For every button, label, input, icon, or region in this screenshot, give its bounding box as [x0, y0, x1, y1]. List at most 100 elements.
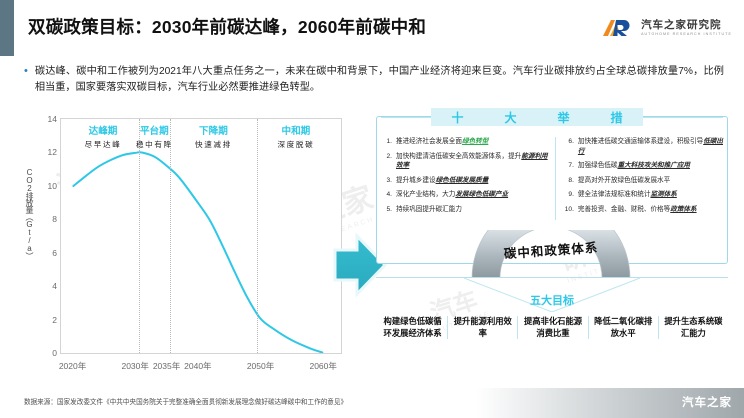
- chart-line-series: [61, 119, 341, 353]
- phase-name: 中和期: [281, 126, 311, 137]
- co2-emission-chart: CO2排放量（Gt/a） 0 2 4 6 8 10 12 14 达峰期 尽早达峰 平台期 稳中有降 下降…: [25, 114, 346, 380]
- chart-phase-label: 达峰期 尽早达峰: [85, 123, 122, 150]
- data-source-note: 数据来源：国家发改委文件《中共中央国务院关于完整准确全面贯彻新发展理念做好碳达峰…: [24, 399, 348, 406]
- goal-item: 提升能源利用效率: [447, 316, 517, 339]
- footer-band: [476, 388, 744, 418]
- goal-item: 构建绿色低碳循环发展经济体系: [383, 316, 442, 338]
- measure-text: 加快构建清洁低碳安全高效能源体系，提升能源利用效率: [396, 152, 548, 170]
- panel-heading-char: 十: [451, 110, 464, 125]
- measure-number: 8.: [568, 176, 574, 184]
- ten-measures-panel: 十 大 举 措 1. 推进经济社会发展全面绿色转型 2. 加快构建清洁低碳安全高效能源体系，…: [376, 108, 728, 264]
- measure-item: 6. 加快推进低碳交通运输体系建设，积极引导低碳出行: [563, 137, 723, 156]
- measure-number: 3.: [386, 176, 393, 184]
- logo-name-en: AUTOHOME RESEARCH INSTITUTE: [641, 31, 732, 36]
- chart-y-tick: 2: [52, 314, 57, 325]
- chart-x-tick: 2030年: [121, 361, 149, 371]
- phase-subtitle: 快速减排: [195, 140, 232, 149]
- logo-name-cn: 汽车之家研究院: [641, 18, 722, 31]
- measure-emphasis: 重大科技攻关和推广应用: [617, 162, 691, 170]
- measure-item: 10. 完善投资、金融、财税、价格等政策体系: [563, 205, 723, 215]
- panel-heading-char: 举: [557, 110, 570, 125]
- measure-text: 深化产业结构，大力发展绿色低碳产业: [396, 191, 509, 199]
- measure-emphasis: 能源利用效率: [396, 152, 548, 170]
- chart-x-tick: 2035年: [152, 361, 181, 371]
- measure-number: 6.: [568, 138, 574, 145]
- brand-logo: 汽车之家研究院 AUTOHOME RESEARCH INSTITUTE: [601, 17, 732, 39]
- chart-plot-area: 0 2 4 6 8 10 12 14 达峰期 尽早达峰 平台期 稳中有降 下降期 快速减排 中和期 深度脱碳: [48, 114, 342, 358]
- phase-name: 下降期: [199, 126, 228, 137]
- measure-number: 7.: [568, 162, 574, 170]
- measure-item: 9. 健全法律法规标准和统计监测体系: [563, 190, 723, 200]
- panel-heading: 十大举措: [431, 108, 643, 126]
- chart-phase-label: 下降期 快速减排: [195, 123, 232, 150]
- measure-item: 5. 持续巩固提升碳汇能力: [381, 205, 549, 215]
- chart-y-tick: 0: [52, 348, 57, 358]
- measure-number: 9.: [568, 191, 574, 199]
- measures-columns: 1. 推进经济社会发展全面绿色转型 2. 加快构建清洁低碳安全高效能源体系，提升能源利…: [381, 137, 723, 220]
- ar-logo-icon: [603, 20, 630, 36]
- five-goals-title: 五大目标: [530, 295, 574, 307]
- right-arrow-icon: [333, 232, 388, 298]
- chart-x-tick: 2050年: [246, 361, 275, 371]
- phase-name: 平台期: [139, 126, 169, 137]
- phase-subtitle: 尽早达峰: [84, 140, 122, 149]
- bullet-text: 碳达峰、碳中和工作被列为2021年八大重点任务之一，未来在碳中和背景下，中国产业…: [34, 66, 724, 93]
- measure-text: 提升城乡建设绿色低碳发展质量: [396, 176, 489, 184]
- measure-emphasis: 绿色低碳发展质量: [435, 176, 489, 184]
- chart-phase-label: 中和期 深度脱碳: [277, 123, 314, 150]
- chart-y-tick: 4: [52, 281, 57, 292]
- measure-item: 4. 深化产业结构，大力发展绿色低碳产业: [381, 190, 549, 200]
- policy-system-arch: [471, 230, 631, 278]
- phase-subtitle: 深度脱碳: [277, 140, 315, 149]
- measure-text: 加快推进低碳交通运输体系建设，积极引导低碳出行: [577, 138, 723, 155]
- left-accent-bar: [0, 0, 14, 56]
- measure-text: 健全法律法规标准和统计监测体系: [577, 191, 677, 199]
- chart-y-tick: 8: [52, 214, 57, 225]
- chart-x-axis-ticks: 2020年 2030年 2035年 2040年 2050年 2060年: [58, 360, 342, 376]
- measure-emphasis: 监测体系: [650, 191, 677, 199]
- footer-brand: 汽车之家: [682, 397, 732, 409]
- chart-phase-divider: [257, 119, 258, 353]
- measure-number: 10.: [564, 205, 574, 213]
- goal-item: 提升生态系统碳汇能力: [657, 316, 728, 339]
- measure-item: 3. 提升城乡建设绿色低碳发展质量: [381, 176, 549, 186]
- logo-text-block: 汽车之家研究院 AUTOHOME RESEARCH INSTITUTE: [641, 20, 732, 37]
- chart-y-tick: 6: [52, 247, 57, 258]
- measure-emphasis: 政策体系: [670, 205, 697, 213]
- chart-phase-divider: [169, 119, 171, 353]
- measures-column-left: 1. 推进经济社会发展全面绿色转型 2. 加快构建清洁低碳安全高效能源体系，提升能源利…: [381, 137, 549, 220]
- chart-phase-label: 平台期 稳中有降: [136, 123, 173, 150]
- five-goals-row: 构建绿色低碳循环发展经济体系 提升能源利用效率 提高非化石能源消费比重 降低二氧化碳排…: [378, 316, 728, 339]
- measure-emphasis: 低碳出行: [577, 138, 723, 155]
- summary-bullet: • 碳达峰、碳中和工作被列为2021年八大重点任务之一，未来在碳中和背景下，中国…: [24, 64, 724, 95]
- measure-item: 7. 加强绿色低碳重大科技攻关和推广应用: [563, 161, 723, 171]
- chart-y-tick: 10: [47, 180, 57, 191]
- chart-y-tick: 12: [47, 147, 57, 158]
- chart-x-tick: 2060年: [309, 361, 337, 371]
- chart-y-axis-title: CO2排放量（Gt/a）: [25, 168, 34, 259]
- page-title: 双碳政策目标：2030年前碳达峰，2060年前碳中和: [28, 17, 427, 37]
- chart-x-tick: 2040年: [184, 361, 212, 371]
- measure-number: 1.: [386, 138, 393, 145]
- measure-text: 持续巩固提升碳汇能力: [396, 205, 462, 213]
- panel-heading-char: 大: [504, 110, 517, 125]
- measure-emphasis: 发展绿色低碳产业: [455, 191, 509, 199]
- funnel-shape: [463, 278, 641, 312]
- chart-curve-path: [73, 152, 322, 352]
- measure-text: 提高对外开放绿色低碳发展水平: [577, 176, 671, 184]
- measure-emphasis: 绿色转型: [461, 138, 489, 145]
- measure-item: 1. 推进经济社会发展全面绿色转型: [381, 137, 549, 147]
- bullet-marker: •: [24, 65, 28, 77]
- panel-heading-char: 措: [610, 110, 623, 125]
- phase-subtitle: 稳中有降: [135, 140, 173, 149]
- measure-number: 5.: [386, 205, 393, 213]
- measure-number: 4.: [386, 191, 393, 199]
- chart-x-tick: 2020年: [58, 361, 87, 371]
- measure-item: 8. 提高对外开放绿色低碳发展水平: [563, 176, 723, 186]
- measure-text: 加强绿色低碳重大科技攻关和推广应用: [577, 162, 691, 170]
- chart-phase-divider: [138, 119, 140, 353]
- section-divider: [376, 277, 728, 278]
- measures-column-right: 6. 加快推进低碳交通运输体系建设，积极引导低碳出行 7. 加强绿色低碳重大科技攻关和…: [554, 137, 723, 220]
- chart-y-tick: 14: [47, 114, 57, 124]
